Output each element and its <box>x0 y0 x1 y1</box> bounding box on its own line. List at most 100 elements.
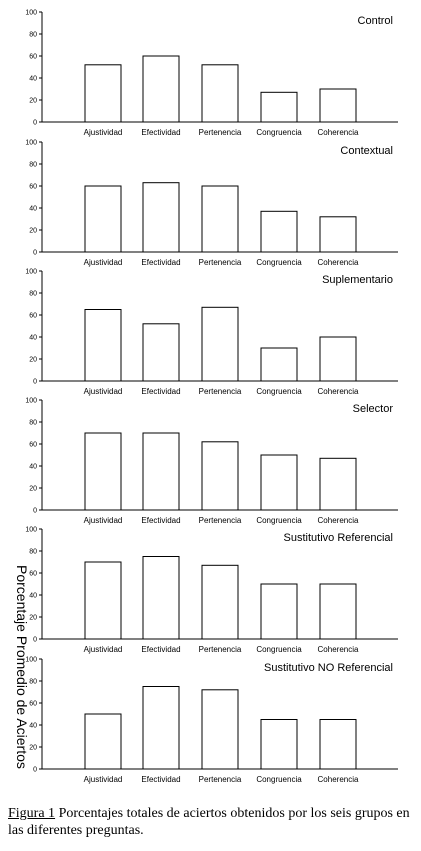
bar-coherencia <box>319 216 357 253</box>
x-tick-label: Coherencia <box>318 775 359 784</box>
x-tick-label: Efectividad <box>141 128 180 137</box>
y-tick-label: 40 <box>29 464 37 471</box>
x-tick-label: Congruencia <box>256 258 302 267</box>
chart-panel-1: 0 20 40 60 80 100 Ajustividad Efectividad Perten… <box>25 10 398 137</box>
bar-efectividad <box>142 686 180 770</box>
bar-pertenencia <box>201 185 239 253</box>
x-tick-label: Efectividad <box>141 258 180 267</box>
caption-text: Porcentajes totales de aciertos obtenido… <box>8 806 410 838</box>
chart-panel-6: 0 20 40 60 80 100 Ajustividad Efectividad Perten… <box>25 657 398 784</box>
x-tick-label: Congruencia <box>256 775 302 784</box>
bar-coherencia <box>319 88 357 123</box>
chart-title: Selector <box>353 403 394 415</box>
y-tick-label: 60 <box>29 571 37 578</box>
x-tick-label: Congruencia <box>256 516 302 525</box>
y-tick-label: 40 <box>29 723 37 730</box>
chart-panel-2: 0 20 40 60 80 100 Ajustividad Efectividad Perten… <box>25 140 398 267</box>
y-tick-label: 40 <box>29 76 37 83</box>
y-tick-label: 100 <box>25 140 37 147</box>
x-tick-label: Efectividad <box>141 645 180 654</box>
y-tick-label: 40 <box>29 593 37 600</box>
x-tick-label: Coherencia <box>318 128 359 137</box>
y-tick-label: 100 <box>25 527 37 534</box>
x-tick-label: Ajustividad <box>84 387 123 396</box>
x-tick-label: Ajustividad <box>84 128 123 137</box>
y-tick-label: 80 <box>29 32 37 39</box>
chart-panel-5: 0 20 40 60 80 100 Ajustividad Efectividad Perten… <box>25 527 398 654</box>
bar-pertenencia <box>201 64 239 123</box>
y-tick-label: 60 <box>29 442 37 449</box>
y-tick-label: 60 <box>29 701 37 708</box>
bar-efectividad <box>142 556 180 640</box>
bar-ajustividad <box>84 309 122 382</box>
bar-congruencia <box>260 210 298 253</box>
bar-pertenencia <box>201 441 239 511</box>
y-tick-label: 100 <box>25 269 37 276</box>
y-axis-label: Porcentaje Promedio de Aciertos <box>14 565 30 769</box>
y-tick-label: 40 <box>29 206 37 213</box>
x-tick-label: Pertenencia <box>199 516 242 525</box>
chart-title: Sustitutivo NO Referencial <box>264 662 393 674</box>
figure-charts: Porcentaje Promedio de Aciertos 0 20 40 60 8… <box>14 10 398 784</box>
y-tick-label: 20 <box>29 486 37 493</box>
y-tick-label: 20 <box>29 357 37 364</box>
bar-ajustividad <box>84 64 122 123</box>
y-tick-label: 60 <box>29 184 37 191</box>
bar-ajustividad <box>84 185 122 253</box>
bar-coherencia <box>319 336 357 382</box>
bar-ajustividad <box>84 713 122 770</box>
x-tick-label: Coherencia <box>318 516 359 525</box>
x-tick-label: Pertenencia <box>199 128 242 137</box>
bar-ajustividad <box>84 432 122 511</box>
y-tick-label: 80 <box>29 679 37 686</box>
x-tick-label: Coherencia <box>318 645 359 654</box>
bar-congruencia <box>260 347 298 382</box>
x-tick-label: Congruencia <box>256 645 302 654</box>
x-tick-label: Pertenencia <box>199 775 242 784</box>
bar-pertenencia <box>201 306 239 382</box>
y-tick-label: 0 <box>33 637 37 644</box>
y-tick-label: 100 <box>25 398 37 405</box>
chart-panel-3: 0 20 40 60 80 100 Ajustividad Efectividad Perten… <box>25 269 398 396</box>
x-tick-label: Ajustividad <box>84 258 123 267</box>
x-tick-label: Efectividad <box>141 775 180 784</box>
chart-title: Suplementario <box>322 274 393 286</box>
x-tick-label: Ajustividad <box>84 645 123 654</box>
bar-congruencia <box>260 583 298 640</box>
bar-pertenencia <box>201 564 239 640</box>
x-tick-label: Pertenencia <box>199 387 242 396</box>
caption-label: Figura 1 <box>8 806 56 821</box>
y-tick-label: 0 <box>33 250 37 257</box>
bar-ajustividad <box>84 561 122 640</box>
x-tick-label: Pertenencia <box>199 645 242 654</box>
bar-efectividad <box>142 432 180 511</box>
y-tick-label: 60 <box>29 54 37 61</box>
x-tick-label: Congruencia <box>256 128 302 137</box>
bar-coherencia <box>319 719 357 770</box>
bar-coherencia <box>319 583 357 640</box>
chart-title: Control <box>358 15 393 27</box>
x-tick-label: Ajustividad <box>84 775 123 784</box>
y-tick-label: 0 <box>33 120 37 127</box>
bar-congruencia <box>260 91 298 123</box>
y-tick-label: 80 <box>29 549 37 556</box>
y-tick-label: 0 <box>33 767 37 774</box>
y-tick-label: 100 <box>25 10 37 17</box>
bar-efectividad <box>142 323 180 382</box>
y-tick-label: 20 <box>29 98 37 105</box>
bar-congruencia <box>260 454 298 511</box>
y-tick-label: 0 <box>33 379 37 386</box>
y-tick-label: 80 <box>29 420 37 427</box>
bar-congruencia <box>260 719 298 770</box>
y-tick-label: 20 <box>29 745 37 752</box>
bar-efectividad <box>142 55 180 123</box>
y-tick-label: 20 <box>29 228 37 235</box>
x-tick-label: Efectividad <box>141 387 180 396</box>
x-tick-label: Ajustividad <box>84 516 123 525</box>
y-tick-label: 80 <box>29 291 37 298</box>
y-tick-label: 100 <box>25 657 37 664</box>
chart-title: Contextual <box>340 145 393 157</box>
x-tick-label: Coherencia <box>318 387 359 396</box>
y-tick-label: 60 <box>29 313 37 320</box>
chart-panel-4: 0 20 40 60 80 100 Ajustividad Efectividad Perten… <box>25 398 398 525</box>
